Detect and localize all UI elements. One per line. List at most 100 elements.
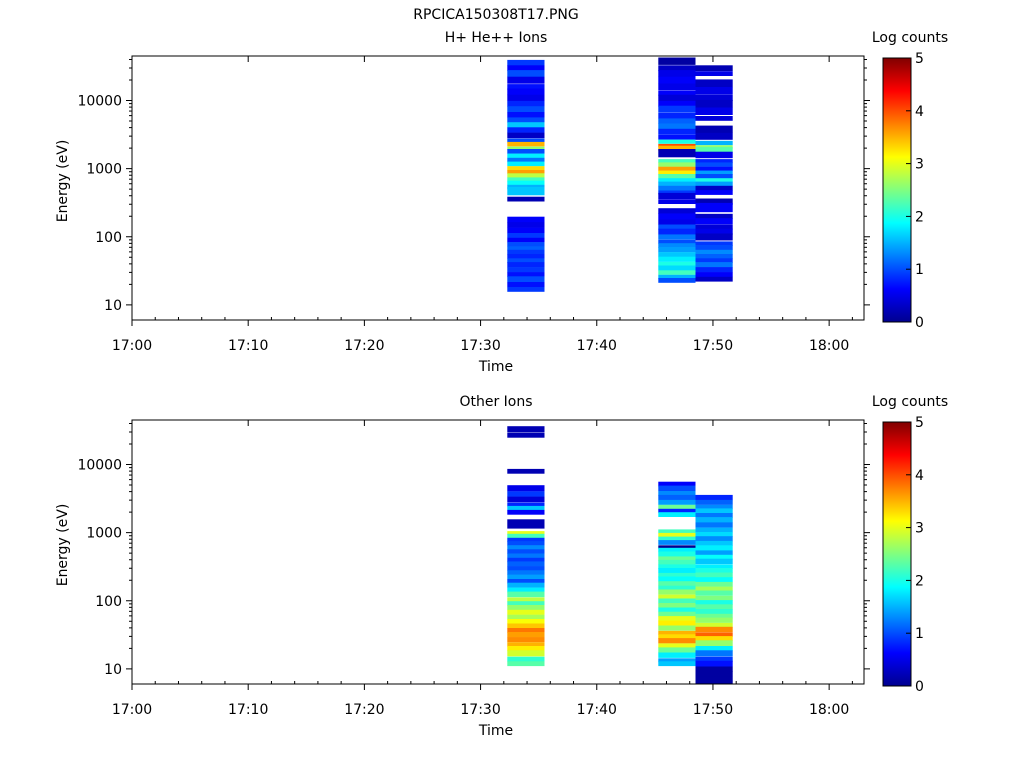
data-bin	[658, 118, 696, 124]
data-bin	[658, 611, 696, 617]
spectrogram	[507, 426, 733, 685]
x-tick-label: 17:10	[228, 338, 268, 354]
data-bin	[658, 494, 696, 501]
data-bin	[695, 71, 733, 76]
panel-h-he-ions: 17:00 17:10 17:20 17:30 17:40 17:50 18:0010100…	[55, 30, 948, 375]
data-bin	[507, 170, 545, 174]
data-bin	[658, 607, 696, 613]
data-bin	[658, 512, 696, 517]
x-axis-label: Time	[478, 723, 513, 739]
data-bin	[507, 545, 545, 550]
data-bin	[507, 601, 545, 606]
data-bin	[507, 432, 545, 438]
data-bin	[658, 190, 696, 195]
colorbar-tick-label: 3	[915, 157, 924, 173]
data-bin	[507, 117, 545, 123]
data-bin	[507, 623, 545, 629]
data-bin	[695, 166, 733, 171]
data-bin	[507, 84, 545, 90]
x-tick-label: 18:00	[809, 702, 849, 718]
data-bin	[658, 265, 696, 271]
data-bin	[658, 532, 696, 537]
data-bin	[507, 605, 545, 611]
data-bin	[695, 554, 733, 560]
data-bin	[658, 145, 696, 151]
data-bin	[695, 99, 733, 108]
data-bin	[658, 247, 696, 253]
plot-frame	[131, 55, 865, 321]
data-bin	[507, 254, 545, 259]
colorbar-tick-label: 3	[915, 521, 924, 537]
data-bin	[507, 468, 545, 474]
y-tick-label: 10000	[77, 458, 122, 474]
data-bin	[695, 94, 733, 101]
data-bin	[507, 646, 545, 652]
data-bin	[658, 536, 696, 541]
data-bin	[658, 485, 696, 491]
data-bin	[507, 127, 545, 133]
data-bin	[695, 151, 733, 159]
data-bin	[695, 540, 733, 546]
x-tick-label: 17:20	[344, 338, 384, 354]
data-bin	[695, 671, 733, 677]
colorbar-tick-label: 4	[915, 104, 924, 120]
data-bin	[695, 590, 733, 596]
data-bin	[658, 634, 696, 639]
data-bin	[658, 274, 696, 279]
data-bin	[507, 153, 545, 159]
data-bin	[658, 559, 696, 565]
colorbar-tick-label: 2	[915, 573, 924, 589]
data-bin	[658, 134, 696, 140]
data-bin	[695, 545, 733, 551]
data-bin	[507, 216, 545, 223]
data-bin	[658, 576, 696, 582]
data-bin	[507, 582, 545, 588]
data-bin	[695, 185, 733, 191]
data-bin	[658, 572, 696, 578]
x-tick-label: 17:10	[228, 702, 268, 718]
data-bin	[695, 213, 733, 219]
data-bin	[658, 178, 696, 183]
data-bin	[507, 574, 545, 580]
data-bin	[695, 581, 733, 587]
data-bin	[695, 65, 733, 72]
x-tick-label: 18:00	[809, 338, 849, 354]
data-bin	[658, 128, 696, 135]
data-bin	[507, 233, 545, 238]
data-bin	[695, 632, 733, 637]
data-bin	[507, 485, 545, 492]
data-bin	[507, 553, 545, 558]
data-bin	[507, 570, 545, 575]
data-bin	[658, 594, 696, 600]
data-bin	[507, 70, 545, 78]
data-bin	[658, 630, 696, 635]
data-bin	[658, 208, 696, 214]
data-bin	[507, 561, 545, 567]
data-bin	[695, 170, 733, 175]
data-bin	[695, 147, 733, 153]
x-tick-label: 17:40	[577, 338, 617, 354]
data-bin	[695, 178, 733, 183]
y-tick-label: 10000	[77, 94, 122, 110]
data-bin	[507, 614, 545, 620]
data-bin	[658, 213, 696, 220]
x-tick-label: 17:40	[577, 702, 617, 718]
data-bin	[695, 577, 733, 583]
data-bin	[695, 159, 733, 164]
data-bin	[658, 589, 696, 595]
data-bin	[695, 125, 733, 133]
data-bin	[695, 87, 733, 95]
data-bin	[658, 481, 696, 487]
data-bin	[507, 609, 545, 615]
data-bin	[695, 656, 733, 662]
data-bin	[695, 586, 733, 592]
data-bin	[658, 100, 696, 107]
data-bin	[695, 640, 733, 647]
data-bin	[695, 564, 733, 569]
data-bin	[658, 270, 696, 275]
data-bin	[658, 261, 696, 267]
data-bin	[507, 65, 545, 72]
data-bin	[695, 572, 733, 578]
data-bin	[695, 258, 733, 263]
data-bin	[695, 254, 733, 259]
